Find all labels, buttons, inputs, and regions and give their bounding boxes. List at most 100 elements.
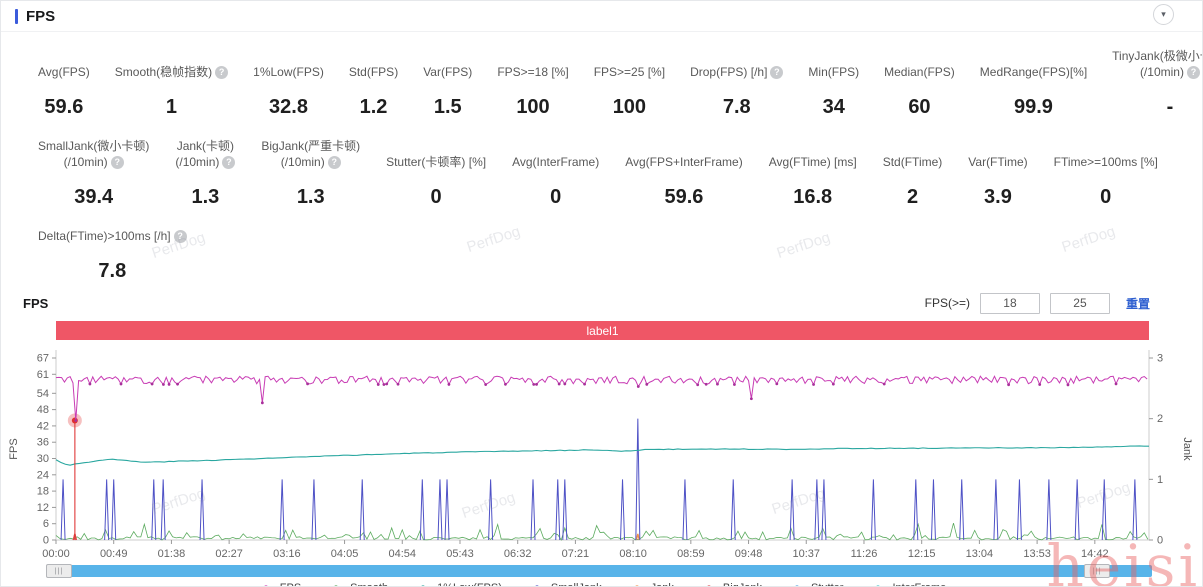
chart-legend: FPS Smooth 1%Low(FPS) SmallJank Jank BigJank S… (1, 582, 1202, 586)
stat-drop-fps: Drop(FPS) [/h]? 7.8 (690, 64, 784, 120)
legend-item-stutter[interactable]: Stutter (788, 582, 843, 586)
legend-item-interframe[interactable]: InterFrame (869, 582, 946, 586)
svg-text:01:38: 01:38 (158, 548, 186, 560)
legend-label: Jank (651, 582, 674, 586)
stat-median-fps: Median(FPS) 60 (884, 65, 955, 118)
help-icon[interactable]: ? (110, 155, 124, 169)
svg-text:09:48: 09:48 (735, 548, 763, 560)
svg-text:42: 42 (37, 420, 49, 432)
svg-text:2: 2 (1157, 413, 1163, 425)
stat-ftime-ge-100ms: FTime>=100ms [%] 0 (1053, 155, 1158, 208)
stats-row-1: Avg(FPS) 59.6 Smooth(稳帧指数)? 1 1%Low(FPS)… (38, 48, 1202, 120)
svg-text:48: 48 (37, 404, 49, 416)
stat-fps-ge-18: FPS>=18 [%] 100 (497, 65, 569, 118)
svg-text:04:54: 04:54 (389, 548, 417, 560)
svg-text:12: 12 (37, 502, 49, 514)
stat-std-fps: Std(FPS) 1.2 (348, 65, 399, 118)
svg-text:11:26: 11:26 (851, 548, 878, 560)
svg-text:00:49: 00:49 (100, 548, 128, 560)
legend-marker-icon (795, 585, 799, 586)
stat-avg-ftime: Avg(FTime) [ms] 16.8 (768, 155, 857, 208)
legend-item-jank[interactable]: Jank (628, 582, 674, 586)
page-title: FPS (26, 8, 56, 25)
scrollbar-handle-right[interactable]: ||| (1084, 564, 1110, 578)
chart-controls: FPS(>=) 重置 (924, 292, 1150, 314)
stat-stutter: Stutter(卡顿率) [%] 0 (386, 155, 487, 208)
chevron-down-icon: ▾ (1161, 9, 1166, 19)
legend-item-smooth[interactable]: Smooth (327, 582, 388, 586)
stat-min-fps: Min(FPS) 34 (808, 65, 860, 118)
legend-item-1-low-fps-[interactable]: 1%Low(FPS) (414, 582, 502, 586)
legend-item-bigjank[interactable]: BigJank (700, 582, 762, 586)
svg-text:06:32: 06:32 (504, 548, 532, 560)
help-icon[interactable]: ? (222, 155, 236, 169)
legend-label: BigJank (723, 582, 762, 586)
svg-text:36: 36 (37, 437, 49, 449)
legend-label: 1%Low(FPS) (437, 582, 502, 586)
help-icon[interactable]: ? (1186, 65, 1200, 79)
chart-title-row: FPS FPS(>=) 重置 (1, 290, 1202, 316)
help-icon[interactable]: ? (327, 155, 341, 169)
legend-item-fps[interactable]: FPS (257, 582, 301, 586)
legend-item-smalljank[interactable]: SmallJank (528, 582, 602, 586)
stat-std-ftime: Std(FTime) 2 (882, 155, 943, 208)
help-icon[interactable]: ? (770, 65, 784, 79)
fps-min-input[interactable] (979, 292, 1040, 314)
stat-medrange-fps: MedRange(FPS)[%] 99.9 (979, 65, 1088, 118)
svg-text:FPS: FPS (8, 438, 20, 459)
help-icon[interactable]: ? (215, 65, 229, 79)
legend-marker-icon (264, 585, 268, 586)
legend-label: FPS (280, 582, 301, 586)
svg-text:04:05: 04:05 (331, 548, 359, 560)
legend-row: FPS Smooth 1%Low(FPS) SmallJank Jank BigJank S… (1, 582, 1202, 586)
svg-text:05:43: 05:43 (446, 548, 474, 560)
svg-text:54: 54 (37, 388, 49, 400)
legend-marker-icon (707, 585, 711, 586)
reset-button[interactable]: 重置 (1125, 296, 1150, 311)
svg-text:61: 61 (37, 369, 49, 381)
svg-text:24: 24 (37, 469, 49, 481)
chart-label-banner: label1 (56, 321, 1149, 340)
svg-text:0: 0 (1157, 535, 1163, 547)
stat-bigjank: BigJank(严重卡顿) (/10min)? 1.3 (261, 139, 361, 208)
svg-text:13:04: 13:04 (966, 548, 994, 560)
fps-max-input[interactable] (1049, 292, 1110, 314)
svg-text:3: 3 (1157, 353, 1163, 365)
svg-text:1: 1 (1157, 474, 1163, 486)
svg-text:08:59: 08:59 (677, 548, 705, 560)
svg-text:08:10: 08:10 (619, 548, 647, 560)
svg-text:10:37: 10:37 (792, 548, 820, 560)
svg-text:Jank: Jank (1181, 437, 1193, 461)
stat-avg-fps: Avg(FPS) 59.6 (38, 65, 90, 118)
svg-text:07:21: 07:21 (562, 548, 590, 560)
svg-text:13:53: 13:53 (1023, 548, 1051, 560)
svg-text:30: 30 (37, 453, 49, 465)
stat-smalljank: SmallJank(微小卡顿) (/10min)? 39.4 (38, 139, 150, 208)
help-icon[interactable]: ? (173, 229, 187, 243)
collapse-button[interactable]: ▾ (1153, 4, 1174, 25)
stat-var-ftime: Var(FTime) 3.9 (968, 155, 1028, 208)
legend-marker-icon (334, 585, 338, 586)
stat-avg-fps-interframe: Avg(FPS+InterFrame) 59.6 (625, 155, 743, 208)
stats-row-2: SmallJank(微小卡顿) (/10min)? 39.4 Jank(卡顿) … (38, 138, 1202, 210)
svg-text:12:15: 12:15 (908, 548, 936, 560)
stat-var-fps: Var(FPS) 1.5 (423, 65, 473, 118)
stat-smooth: Smooth(稳帧指数)? 1 (115, 64, 229, 120)
legend-label: Smooth (350, 582, 388, 586)
legend-marker-icon (876, 585, 881, 586)
stats-section: Avg(FPS) 59.6 Smooth(稳帧指数)? 1 1%Low(FPS)… (1, 32, 1202, 284)
legend-marker-icon (535, 585, 539, 586)
svg-text:02:27: 02:27 (215, 548, 243, 560)
svg-text:67: 67 (37, 353, 49, 365)
fps-filter-label: FPS(>=) (924, 296, 970, 310)
chart-scrollbar[interactable]: ||| ||| (46, 564, 1152, 578)
stat-tinyjank: TinyJank(极微小卡顿) (/10min)? - (1112, 49, 1202, 118)
svg-text:14:42: 14:42 (1081, 548, 1109, 560)
legend-label: Stutter (811, 582, 843, 586)
scrollbar-handle-left[interactable]: ||| (46, 564, 72, 578)
legend-label: SmallJank (551, 582, 602, 586)
legend-marker-icon (421, 585, 425, 586)
stat-fps-ge-25: FPS>=25 [%] 100 (593, 65, 666, 118)
